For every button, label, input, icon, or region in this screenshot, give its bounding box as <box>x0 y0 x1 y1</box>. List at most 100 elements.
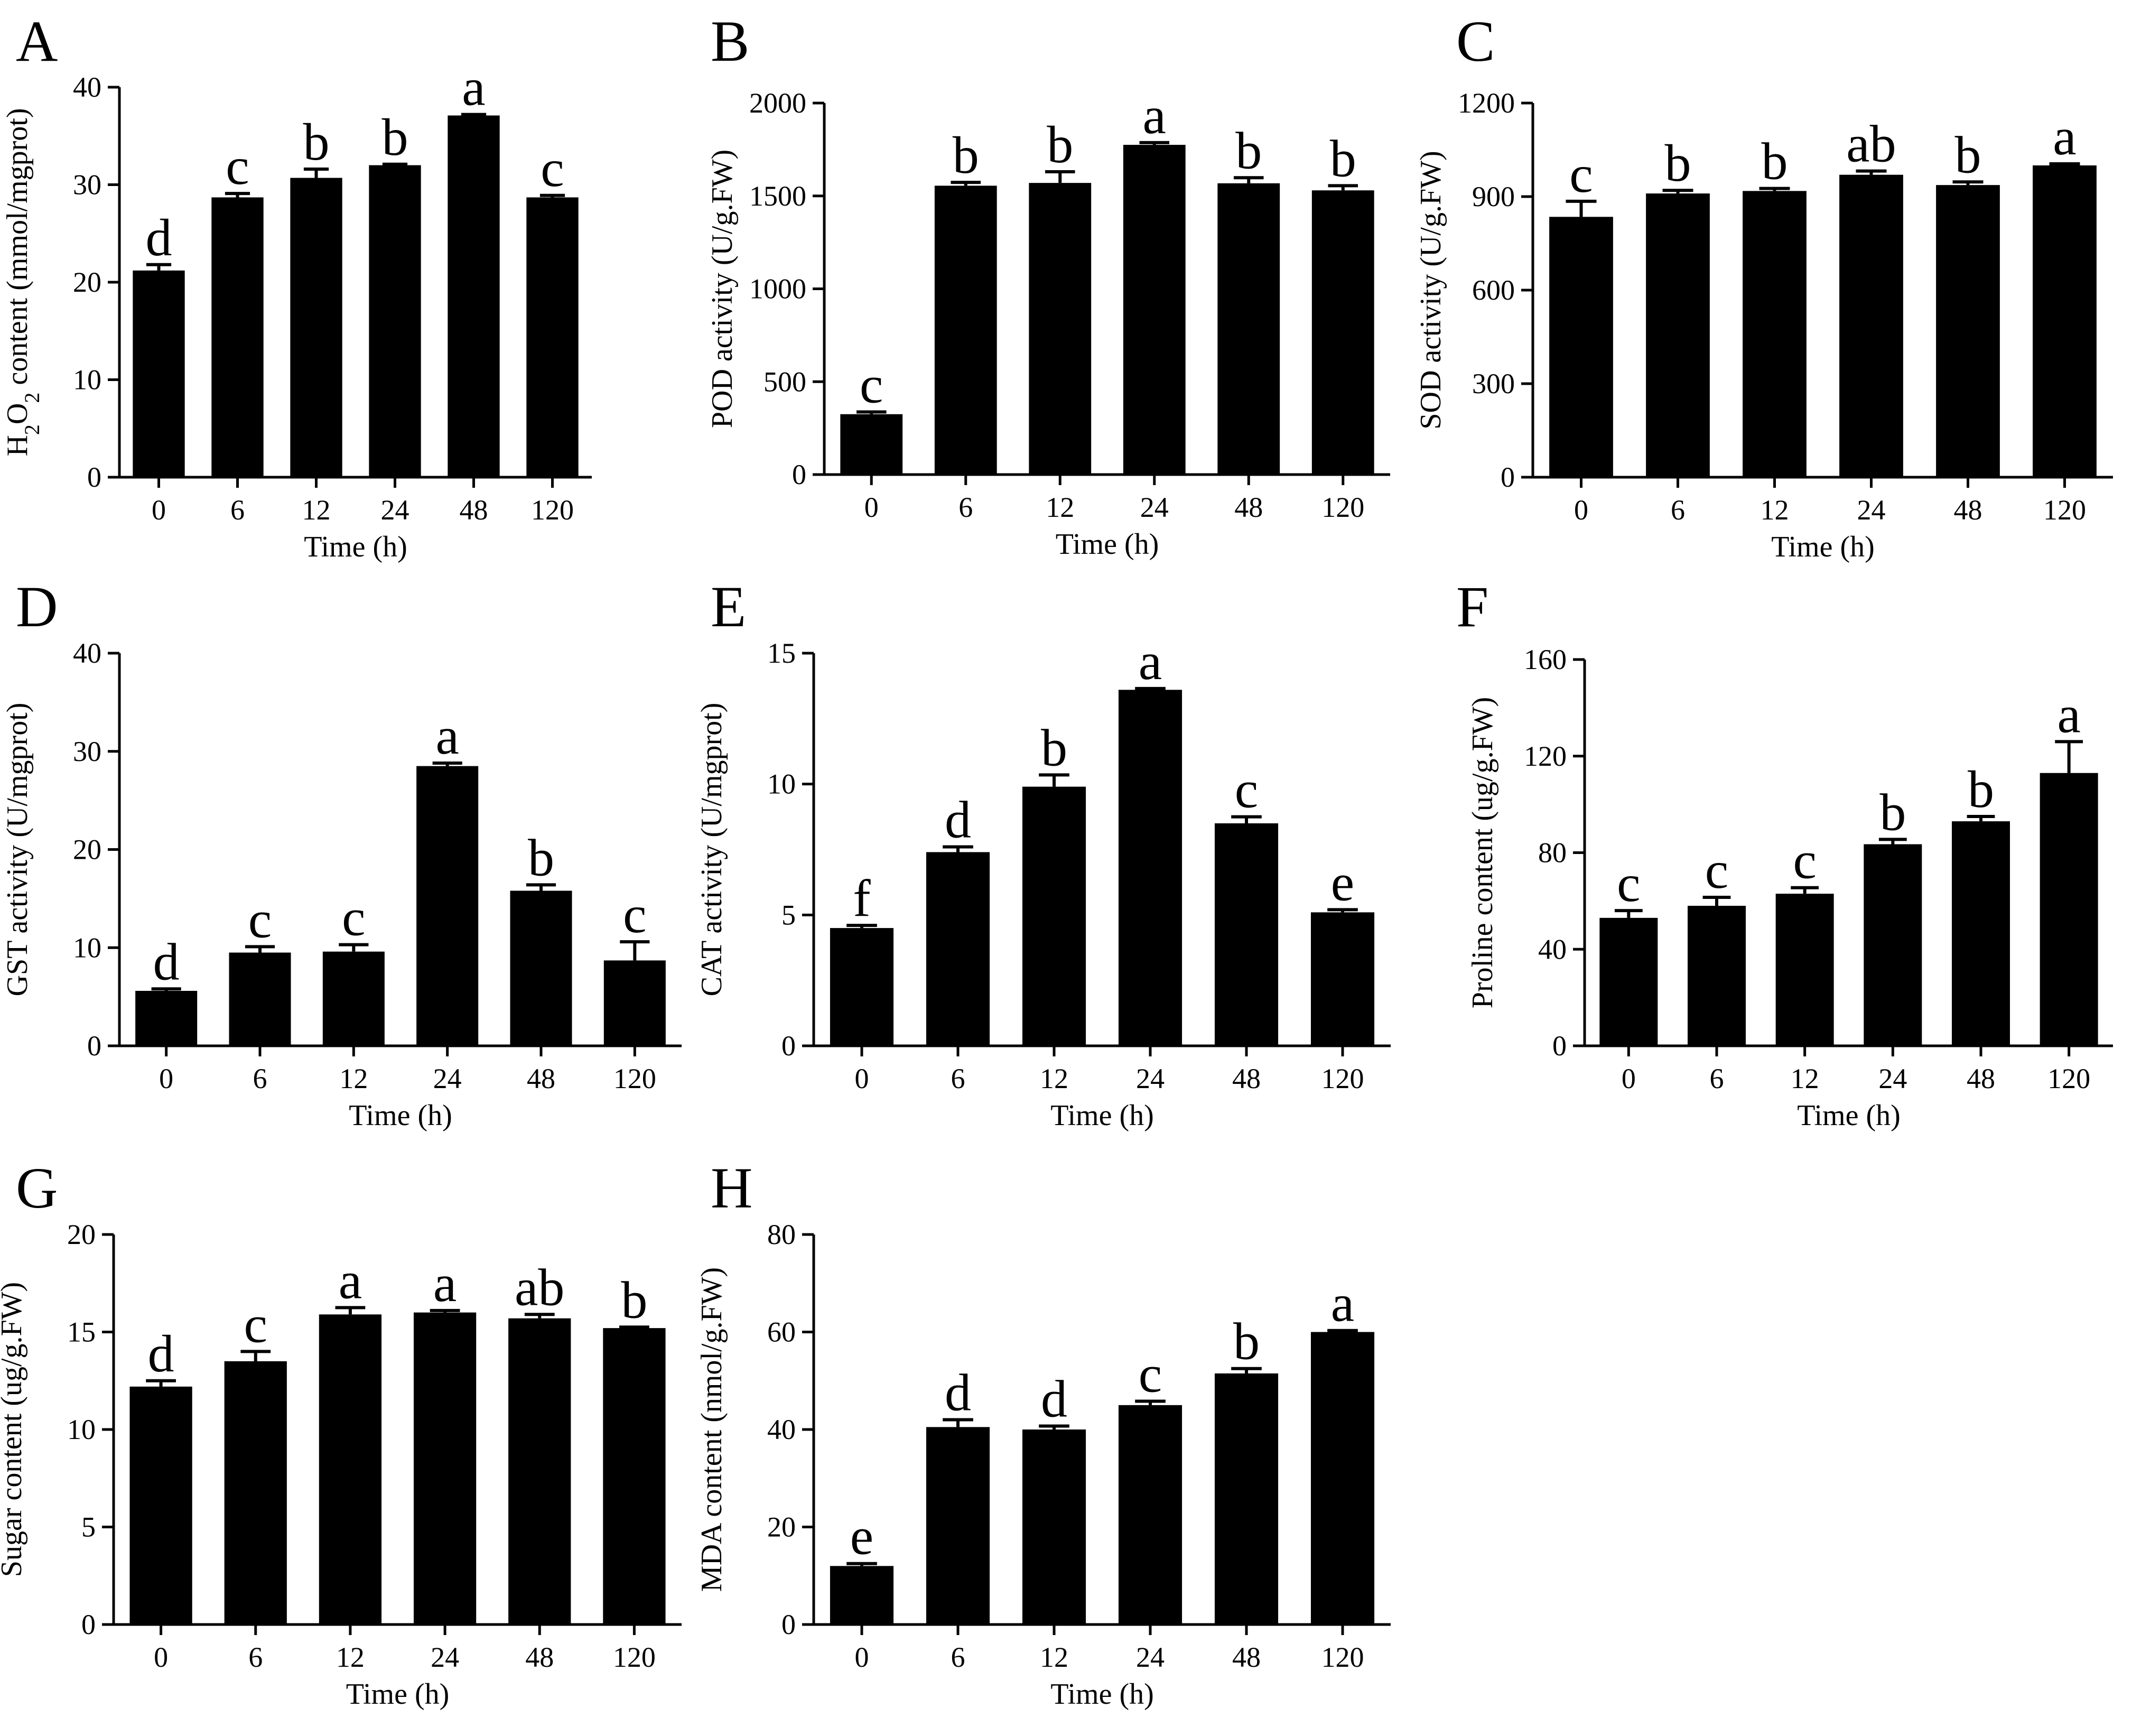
error-bar <box>430 1308 460 1313</box>
x-axis-title: Time (h) <box>1050 1099 1154 1132</box>
error-bar <box>303 167 329 178</box>
error-bar <box>1566 199 1597 217</box>
y-tick-label: 600 <box>1472 274 1515 306</box>
x-tick-label: 12 <box>336 1641 365 1673</box>
y-axis-title-part: content (mmol/mgprot) <box>1 108 34 392</box>
bar <box>369 165 421 478</box>
y-tick-label: 0 <box>792 459 806 490</box>
x-tick-label: 12 <box>339 1063 368 1094</box>
y-tick-label: 5 <box>781 899 796 931</box>
error-bar <box>943 845 973 852</box>
x-tick-label: 48 <box>527 1063 555 1094</box>
error-bar <box>1135 686 1166 690</box>
bar <box>830 1566 894 1624</box>
significance-letter: d <box>146 208 172 267</box>
x-tick-label: 0 <box>1574 494 1588 526</box>
bar <box>135 990 198 1046</box>
y-axis-title-part: 2 <box>20 393 44 403</box>
error-bar <box>461 113 487 116</box>
y-axis-title-part: O <box>1 403 34 424</box>
panel-letter: G <box>16 1156 58 1220</box>
bar <box>1214 1373 1279 1624</box>
significance-letter: ab <box>1846 115 1896 173</box>
error-bar <box>1791 886 1819 894</box>
significance-letter: b <box>1762 132 1788 191</box>
bar <box>1217 183 1280 475</box>
x-tick-label: 120 <box>531 494 574 526</box>
x-tick-label: 24 <box>1857 494 1886 526</box>
bar <box>319 1314 382 1624</box>
error-bar <box>1135 1399 1166 1405</box>
bar <box>1549 217 1613 477</box>
error-bar <box>339 943 369 952</box>
error-bar <box>2055 740 2083 773</box>
bar <box>840 414 903 475</box>
x-tick-label: 12 <box>1791 1063 1819 1094</box>
bar <box>1310 912 1375 1046</box>
significance-letter: a <box>2053 107 2076 166</box>
bar <box>830 928 894 1046</box>
y-tick-label: 1500 <box>749 180 806 212</box>
y-tick-label: 300 <box>1472 368 1515 400</box>
bar <box>1688 906 1746 1046</box>
significance-letter: c <box>541 139 564 198</box>
error-bar <box>245 945 275 953</box>
error-bar <box>382 162 408 166</box>
panel-b: B 0 500 1000 1500 2000 0 c 6 b 12 b 24 a 48 b 120 b Time (… <box>706 9 1390 561</box>
error-bar <box>1328 184 1358 191</box>
y-tick-label: 0 <box>781 1609 796 1640</box>
bar <box>2040 773 2098 1046</box>
panel-f: F 0 40 80 120 160 0 c 6 c 12 c 24 b 48 b 120 a Time (h) Pro… <box>1456 574 2113 1132</box>
y-tick-label: 0 <box>81 1609 96 1640</box>
bar <box>603 1328 666 1624</box>
error-bar <box>225 192 250 198</box>
x-tick-label: 24 <box>431 1641 459 1673</box>
bar <box>1311 190 1374 475</box>
significance-letter: b <box>953 126 979 184</box>
x-tick-label: 12 <box>1040 1063 1068 1094</box>
y-tick-label: 40 <box>73 637 101 669</box>
y-axis-title: MDA content (nmol/g.FW) <box>695 1267 728 1592</box>
significance-letter: e <box>850 1507 873 1566</box>
significance-letter: f <box>853 869 871 927</box>
significance-letter: c <box>342 888 365 947</box>
y-tick-label: 20 <box>67 1219 96 1250</box>
error-bar <box>1139 141 1170 145</box>
bar <box>129 1386 192 1624</box>
y-tick-label: 1000 <box>749 273 806 305</box>
panel-g: G 0 5 10 15 20 0 d 6 c 12 a 24 a 48 ab 120 b Time (h) Sugar… <box>0 1156 682 1711</box>
significance-letter: a <box>2057 685 2080 744</box>
error-bar <box>943 1418 973 1427</box>
y-tick-label: 15 <box>67 1316 96 1348</box>
y-axis-title-part: H <box>1 435 34 456</box>
significance-letter: b <box>1235 121 1262 180</box>
error-bar <box>1952 180 1984 185</box>
x-tick-label: 24 <box>1140 491 1169 523</box>
bar <box>1118 690 1183 1046</box>
x-tick-label: 120 <box>2043 494 2086 526</box>
error-bar <box>1856 169 1887 175</box>
y-tick-label: 80 <box>767 1219 796 1250</box>
bar <box>1029 183 1092 475</box>
bar <box>133 270 185 477</box>
significance-letter: c <box>1705 841 1728 899</box>
bar <box>211 197 264 477</box>
y-tick-label: 0 <box>781 1030 796 1062</box>
x-tick-label: 48 <box>525 1641 554 1673</box>
bar <box>1952 821 2010 1046</box>
bar <box>1123 145 1186 475</box>
y-axis-title: Proline content (ug/g.FW) <box>1466 697 1499 1008</box>
error-bar <box>1967 814 1995 822</box>
error-bar <box>1045 170 1075 183</box>
x-tick-label: 0 <box>154 1641 168 1673</box>
significance-letter: c <box>1617 854 1640 913</box>
bar <box>1022 786 1086 1046</box>
y-tick-label: 10 <box>67 1414 96 1445</box>
x-tick-label: 120 <box>613 1063 656 1094</box>
error-bar <box>1327 908 1358 913</box>
x-tick-label: 24 <box>1136 1063 1165 1094</box>
error-bar <box>846 1562 877 1566</box>
x-axis-title: Time (h) <box>1056 528 1159 561</box>
